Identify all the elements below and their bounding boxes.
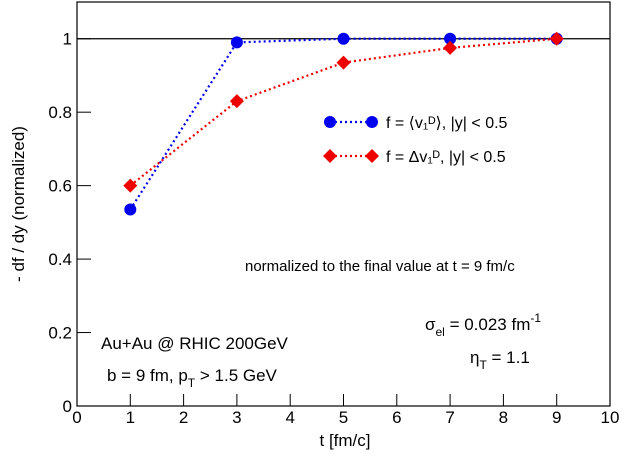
x-tick-label: 8 [499,408,508,427]
subscript: el [436,325,445,339]
y-tick-label: 0 [63,397,72,416]
data-point [230,36,243,49]
annotation-system: Au+Au @ RHIC 200GeV [101,334,289,353]
text: = 0.023 fm [445,315,531,334]
x-tick-label: 5 [339,408,348,427]
subscript: T [479,358,487,372]
y-tick-label: 0.6 [48,177,72,196]
annotation-sigma: σel = 0.023 fm-1 [425,311,541,339]
data-point [123,178,138,193]
y-tick-label: 0.2 [48,324,72,343]
annotation-note: normalized to the final value at t = 9 f… [245,258,515,275]
text: σ [425,315,436,334]
legend-marker [366,116,378,128]
x-tick-label: 7 [445,408,454,427]
series-line [129,37,557,187]
legend-marker [365,149,379,163]
y-tick-label: 0.4 [48,250,72,269]
data-point [229,94,244,109]
data-point [444,32,457,45]
data-point [549,31,564,46]
x-tick-label: 4 [285,408,294,427]
data-point [443,40,458,55]
annotation-cuts: b = 9 fm, pT > 1.5 GeV [107,366,278,390]
annotation-eta: ηT = 1.1 [470,348,530,372]
y-tick-label: 0.8 [48,103,72,122]
superscript: -1 [530,311,541,325]
data-point [124,203,137,216]
x-tick-label: 6 [392,408,401,427]
data-point [337,32,350,45]
data-point [336,55,351,70]
text: b = 9 fm, p [107,366,188,385]
legend-label: f = Δv₁ᴰ, |y| < 0.5 [386,149,506,166]
x-tick-label: 3 [232,408,241,427]
legend-marker [323,149,337,163]
x-tick-label: 2 [179,408,188,427]
subscript: T [188,376,196,390]
x-axis-label: t [fm/c] [320,431,371,450]
text: > 1.5 GeV [195,366,277,385]
text: = 1.1 [487,348,530,367]
legend-label: f = ⟨v₁ᴰ⟩, |y| < 0.5 [386,115,508,132]
y-tick-label: 1 [63,30,72,49]
x-tick-label: 1 [126,408,135,427]
legend-marker [324,116,336,128]
x-tick-label: 10 [601,408,620,427]
x-tick-label: 9 [552,408,561,427]
x-tick-label: 0 [72,408,81,427]
y-axis-label: - df / dy (normalized) [9,126,28,282]
text: η [470,348,479,367]
